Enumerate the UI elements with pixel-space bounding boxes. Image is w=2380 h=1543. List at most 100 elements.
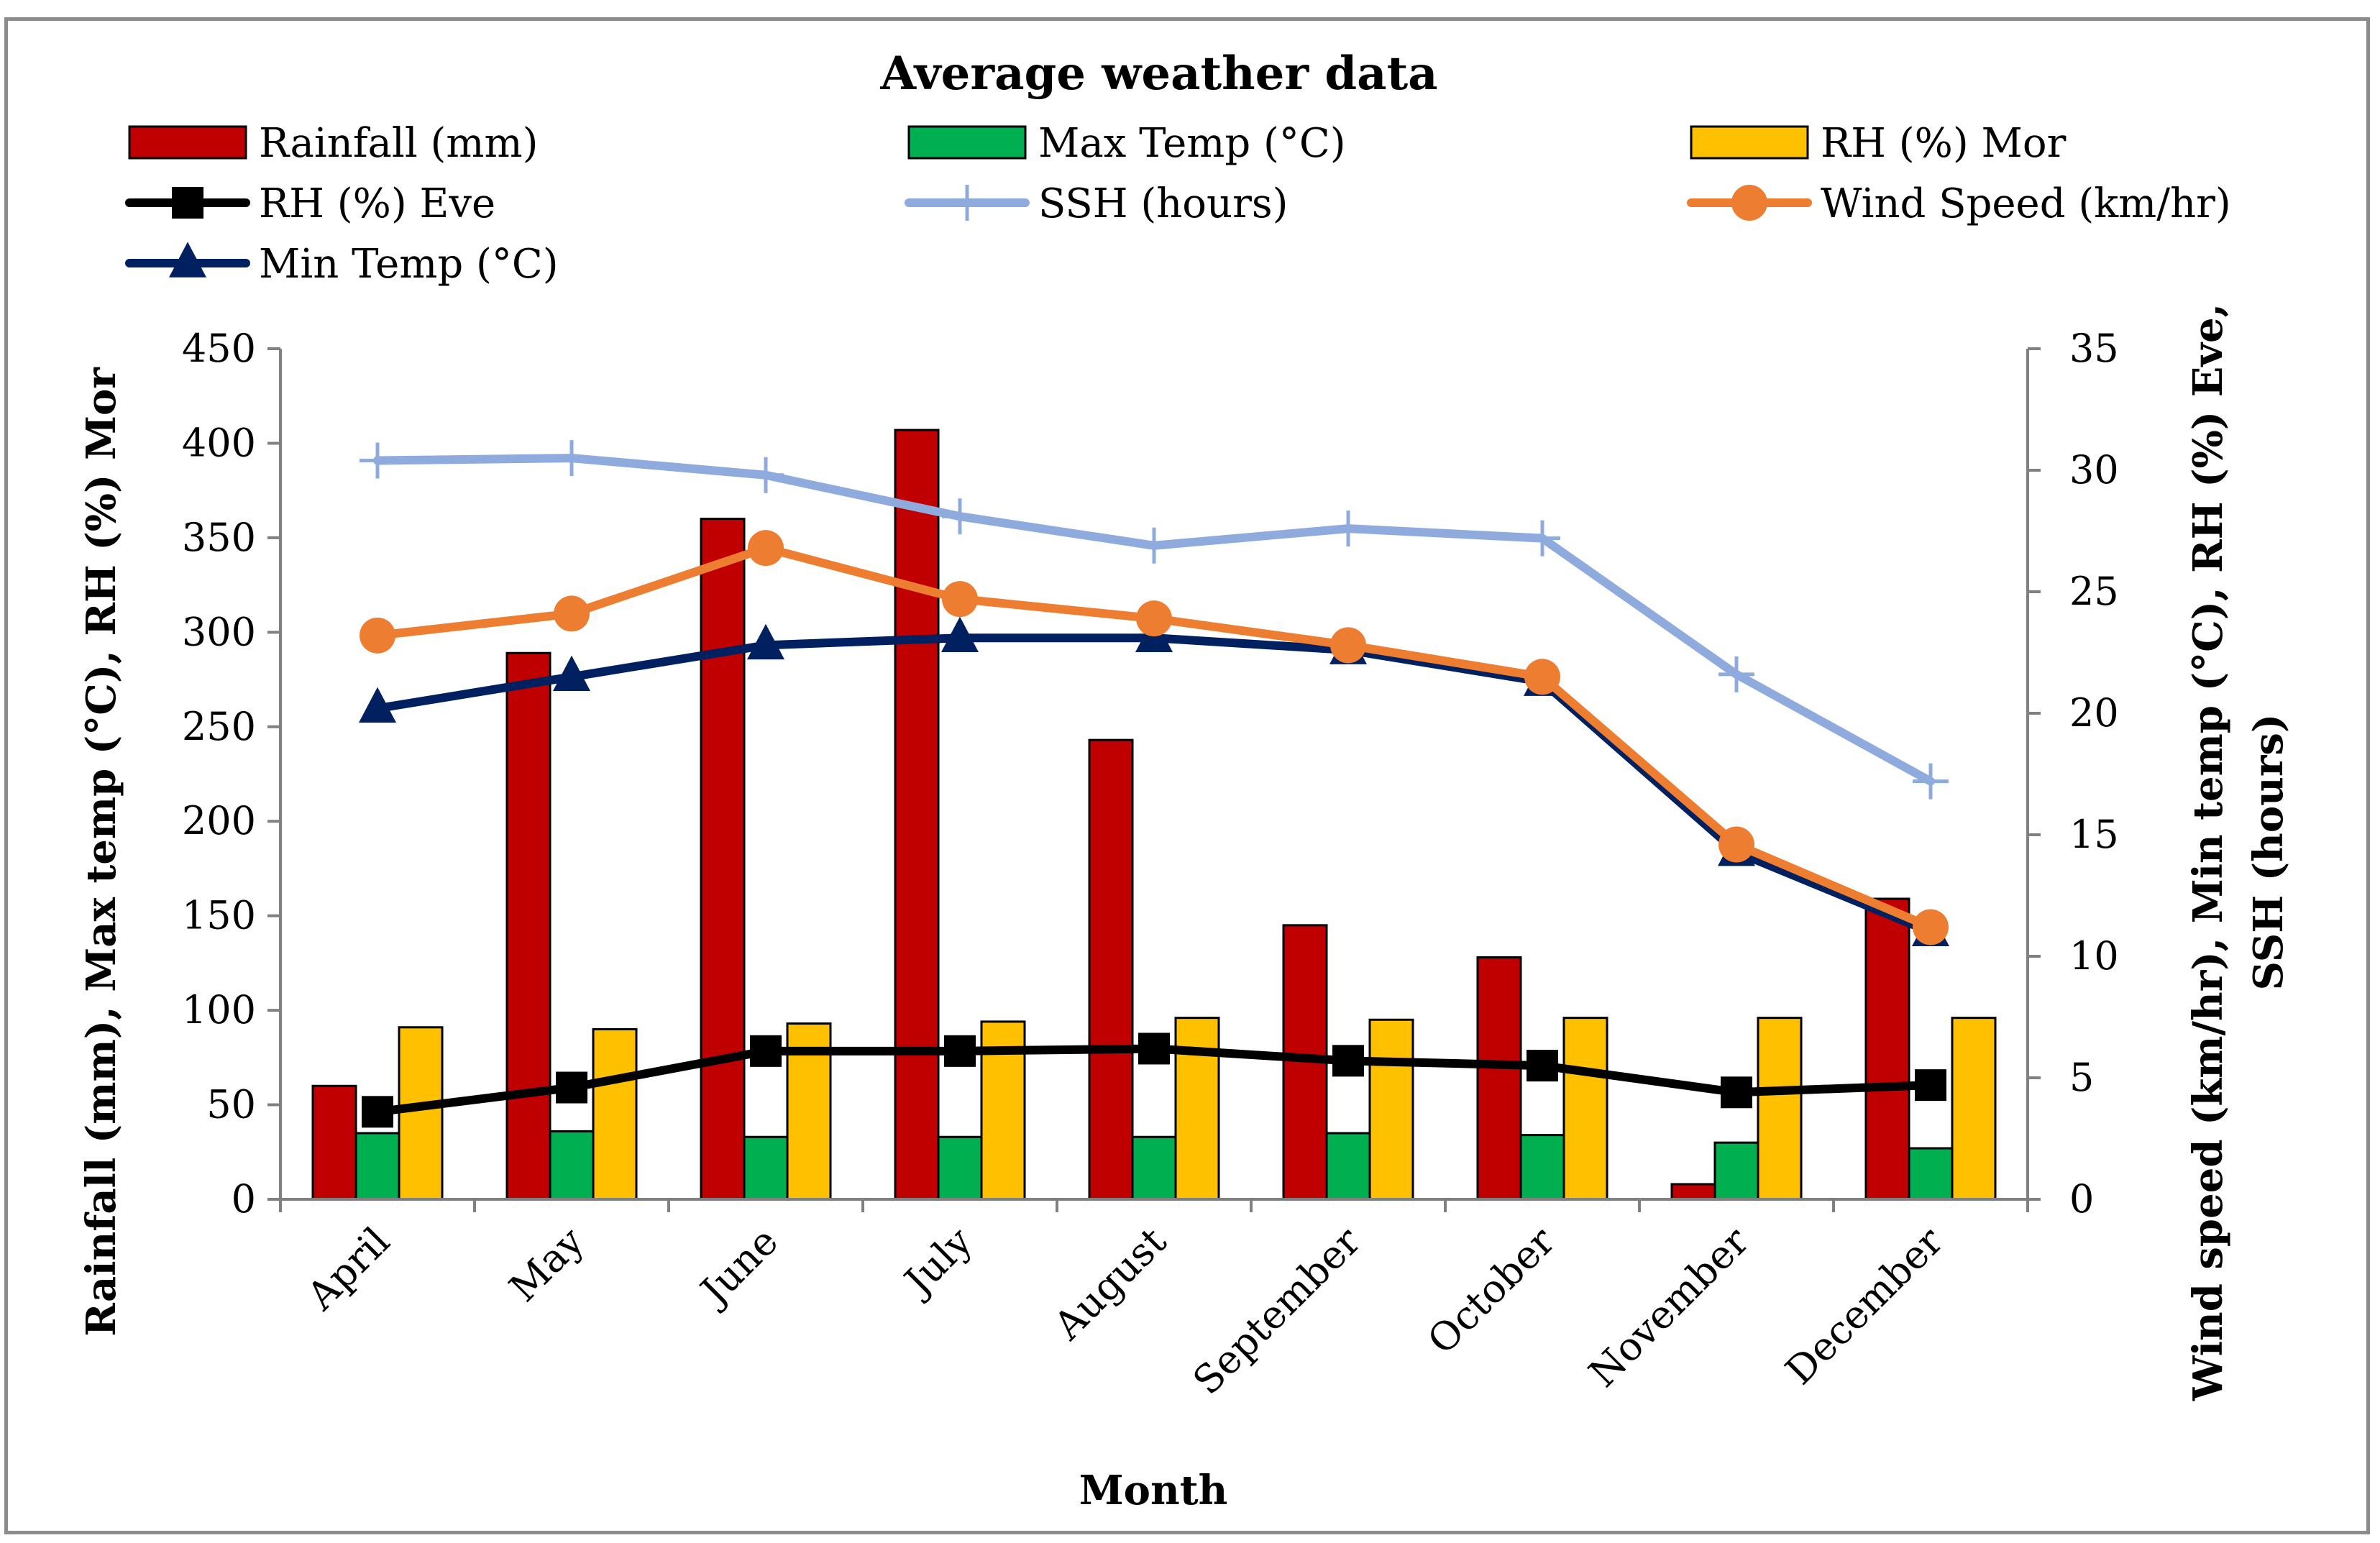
legend-marker <box>1731 185 1767 221</box>
bar-max-temp-c-september <box>1325 1132 1371 1201</box>
marker-rh-eve-september <box>1332 1045 1364 1077</box>
legend-label: Rainfall (mm) <box>259 120 538 167</box>
bar-max-temp-c-may <box>549 1130 595 1201</box>
marker-wind-speed-km-hr-june <box>748 530 784 567</box>
x-tick-label: July <box>893 1218 981 1306</box>
bar-max-temp-c-april <box>354 1132 401 1201</box>
right-tick-label: 35 <box>2069 326 2119 371</box>
legend-swatch <box>128 125 247 160</box>
legend-marker <box>172 187 203 219</box>
marker-ssh-hours-july <box>942 498 978 535</box>
x-tick-label: December <box>1777 1219 1951 1393</box>
x-tick-label: June <box>690 1219 787 1316</box>
x-tick-label: September <box>1184 1219 1369 1404</box>
bar-rainfall-mm-may <box>505 651 551 1201</box>
bar-rainfall-mm-april <box>311 1084 357 1201</box>
legend-label: SSH (hours) <box>1038 180 1288 227</box>
marker-wind-speed-km-hr-august <box>1136 600 1172 637</box>
legend-item-rainfall-mm: Rainfall (mm) <box>128 120 538 167</box>
legend-label: Max Temp (°C) <box>1038 120 1346 167</box>
bar-rh-mor-may <box>592 1027 638 1201</box>
right-tick-label: 15 <box>2069 812 2119 857</box>
x-axis-title: Month <box>1079 1467 1228 1514</box>
x-tick-label: April <box>298 1219 398 1319</box>
axes: 0 50 100 150 200 250 300 350 400 450 0 5 10 15 20 25 30 3… <box>182 326 2119 1404</box>
legend-marker <box>169 242 206 278</box>
x-tick-label: May <box>500 1218 592 1310</box>
bar-max-temp-c-december <box>1908 1147 1954 1201</box>
bar-max-temp-c-october <box>1519 1134 1565 1201</box>
marker-ssh-hours-october <box>1524 520 1560 557</box>
left-tick-label: 250 <box>182 704 256 749</box>
legend: Rainfall (mm) Max Temp (°C) RH (%) Mor RH (… <box>125 120 2231 288</box>
right-axis-title-line1: Wind speed (km/hr), Min temp (°C), RH (%… <box>2184 303 2232 1401</box>
left-tick-label: 450 <box>182 326 256 371</box>
marker-ssh-hours-may <box>554 440 590 477</box>
legend-label: Min Temp (°C) <box>259 241 559 288</box>
left-tick-label: 100 <box>182 987 256 1033</box>
legend-item-rh-mor: RH (%) Mor <box>1690 120 2067 167</box>
bar-rh-mor-november <box>1757 1017 1803 1201</box>
x-tick-label: August <box>1045 1218 1176 1349</box>
bar-rainfall-mm-december <box>1864 897 1910 1201</box>
marker-rh-eve-june <box>750 1035 782 1067</box>
legend-item-rh-eve: RH (%) Eve <box>125 180 495 227</box>
bar-rainfall-mm-november <box>1670 1183 1716 1201</box>
marker-wind-speed-km-hr-september <box>1330 627 1366 664</box>
legend-label: Wind Speed (km/hr) <box>1821 180 2231 227</box>
right-tick-label: 20 <box>2069 690 2119 736</box>
marker-rh-eve-may <box>556 1071 587 1104</box>
line-series <box>359 440 1949 1128</box>
left-tick-label: 200 <box>182 798 256 843</box>
bar-rh-mor-april <box>398 1026 444 1201</box>
legend-swatch <box>1690 125 1809 160</box>
left-axis-title: Rainfall (mm), Max temp (°C), RH (%) Mor <box>78 367 125 1337</box>
marker-ssh-hours-september <box>1330 510 1366 547</box>
bar-rainfall-mm-july <box>894 429 940 1201</box>
bar-rh-mor-december <box>1951 1017 1997 1201</box>
left-tick-label: 150 <box>182 893 256 938</box>
marker-rh-eve-july <box>944 1035 976 1067</box>
right-axis-title-line2: SSH (hours) <box>2245 714 2292 991</box>
marker-wind-speed-km-hr-may <box>554 595 590 632</box>
marker-rh-eve-august <box>1138 1033 1170 1065</box>
bar-rainfall-mm-august <box>1088 738 1134 1201</box>
left-tick-label: 0 <box>232 1176 256 1222</box>
marker-rh-eve-october <box>1527 1050 1558 1082</box>
chart-frame <box>4 17 2370 1534</box>
x-tick-label: November <box>1580 1219 1758 1396</box>
bar-max-temp-c-july <box>937 1135 983 1201</box>
marker-wind-speed-km-hr-december <box>1913 909 1949 946</box>
marker-rh-eve-december <box>1915 1069 1946 1102</box>
bar-max-temp-c-august <box>1131 1135 1177 1201</box>
legend-item-ssh-hours: SSH (hours) <box>905 180 1288 227</box>
right-tick-label: 10 <box>2069 933 2119 979</box>
marker-min-temp-c-june <box>747 623 784 660</box>
marker-min-temp-c-may <box>553 655 590 692</box>
marker-wind-speed-km-hr-july <box>942 581 978 618</box>
marker-ssh-hours-december <box>1913 763 1949 800</box>
left-tick-label: 400 <box>182 420 256 465</box>
right-tick-label: 30 <box>2069 447 2119 493</box>
marker-min-temp-c-july <box>941 616 979 652</box>
legend-swatch <box>907 125 1027 160</box>
bar-max-temp-c-november <box>1713 1141 1759 1201</box>
bar-rh-mor-august <box>1174 1017 1220 1201</box>
marker-wind-speed-km-hr-april <box>360 617 395 654</box>
bar-max-temp-c-june <box>743 1135 789 1201</box>
left-tick-label: 300 <box>182 609 256 654</box>
bar-rh-mor-september <box>1368 1018 1414 1201</box>
right-tick-label: 25 <box>2069 569 2119 614</box>
bar-rainfall-mm-october <box>1476 956 1522 1201</box>
marker-ssh-hours-april <box>360 442 395 479</box>
bar-rainfall-mm-june <box>700 518 746 1201</box>
right-tick-label: 0 <box>2069 1176 2094 1222</box>
marker-wind-speed-km-hr-november <box>1718 826 1754 863</box>
marker-wind-speed-km-hr-october <box>1524 659 1560 695</box>
legend-item-min-temp-c: Min Temp (°C) <box>125 241 559 288</box>
marker-ssh-hours-november <box>1718 656 1754 692</box>
marker-ssh-hours-august <box>1136 527 1172 564</box>
marker-ssh-hours-june <box>748 457 784 493</box>
left-tick-label: 50 <box>206 1082 256 1127</box>
